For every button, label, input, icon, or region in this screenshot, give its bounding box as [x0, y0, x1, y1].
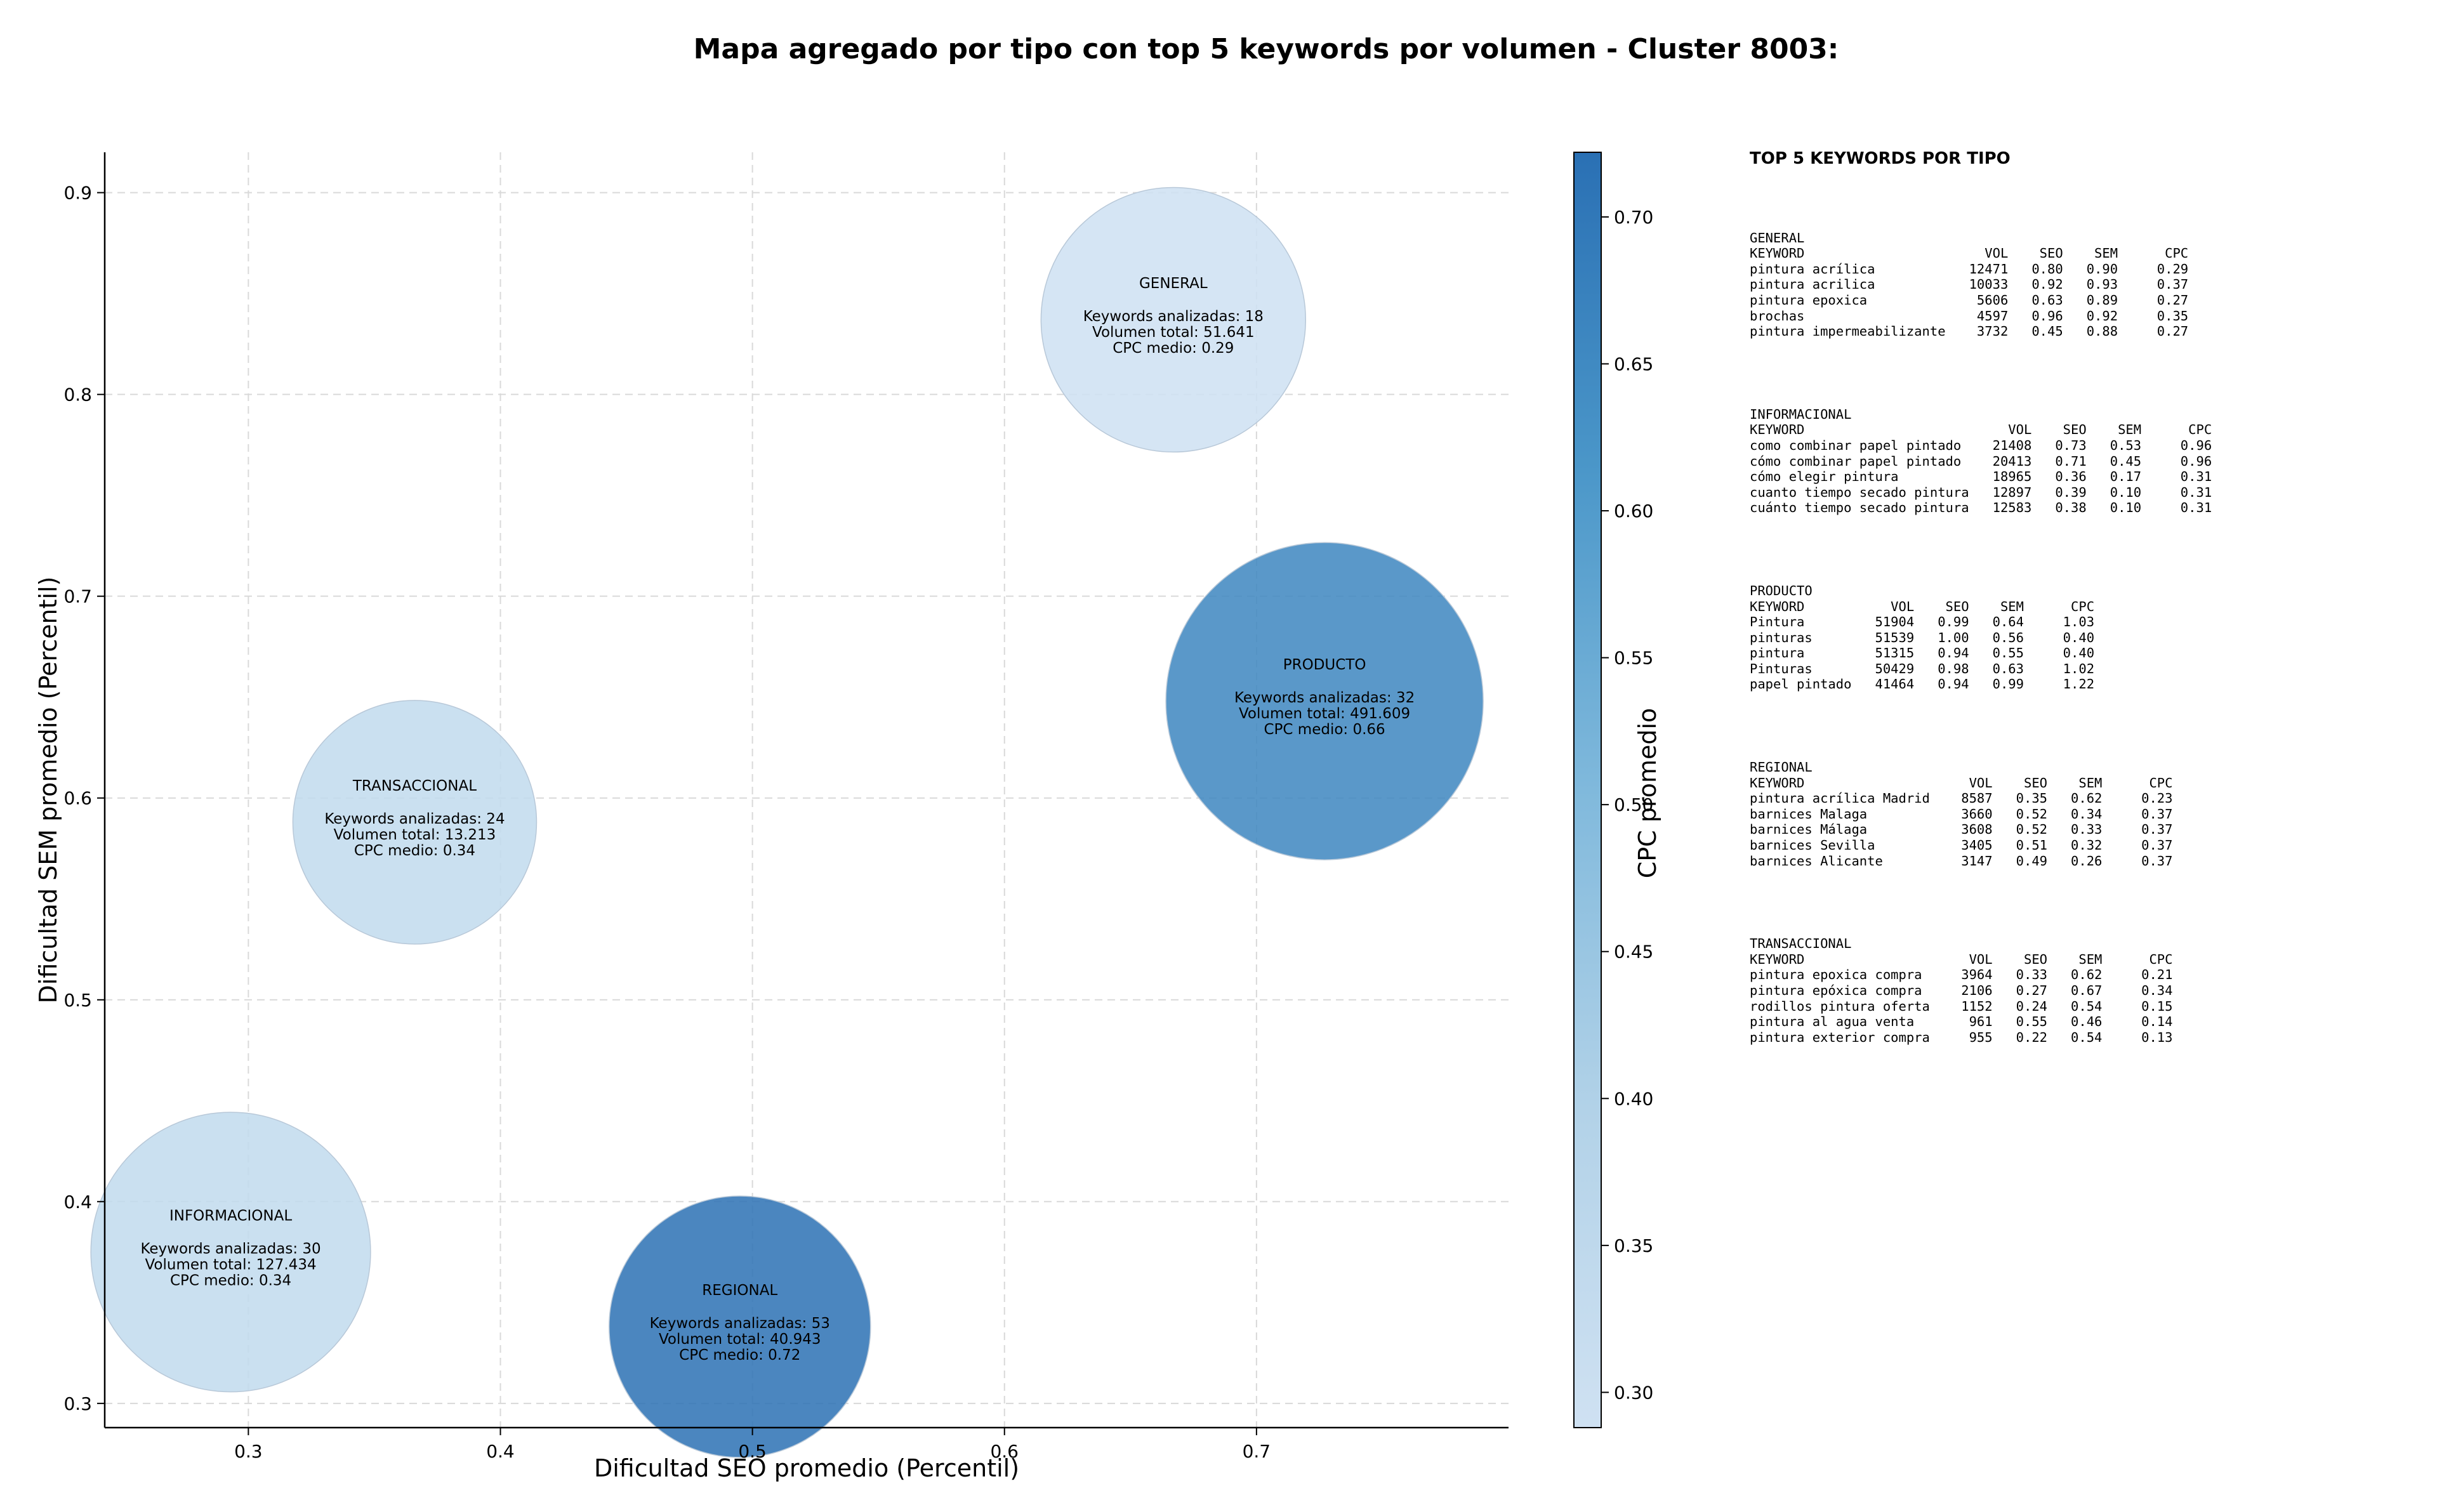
bubble-text-line1: Keywords analizadas: 24: [324, 811, 505, 827]
keyword-row: barnices Alicante 3147 0.49 0.26 0.37: [1750, 853, 2173, 869]
y-tick-label: 0.5: [63, 990, 92, 1011]
colorbar-tick-label: 0.30: [1614, 1382, 1653, 1403]
colorbar-tick-label: 0.45: [1614, 942, 1653, 963]
keyword-block: PRODUCTO KEYWORD VOL SEO SEM CPC Pintura 5…: [1750, 583, 2212, 692]
keyword-row: pintura 51315 0.94 0.55 0.40: [1750, 645, 2095, 661]
bubble-text-label: REGIONAL: [702, 1282, 777, 1299]
colorbar-tick-label: 0.35: [1614, 1235, 1653, 1256]
bubble-transaccional: [292, 700, 538, 945]
x-tick-label: 0.6: [990, 1441, 1019, 1462]
keyword-row: cómo elegir pintura 18965 0.36 0.17 0.31: [1750, 469, 2212, 485]
keyword-block-header: KEYWORD VOL SEO SEM CPC: [1750, 951, 2173, 967]
panel-title: TOP 5 KEYWORDS POR TIPO: [1750, 149, 2011, 168]
bubble-text-line1: Keywords analizadas: 30: [140, 1240, 320, 1257]
keyword-row: pinturas 51539 1.00 0.56 0.40: [1750, 629, 2095, 645]
keyword-row: pintura impermeabilizante 3732 0.45 0.88…: [1750, 324, 2189, 339]
x-tick-label: 0.4: [486, 1441, 515, 1462]
bubble-general: [1040, 187, 1307, 453]
bubble-text-label: TRANSACCIONAL: [352, 778, 477, 794]
keyword-row: cómo combinar papel pintado 20413 0.71 0…: [1750, 453, 2212, 469]
bubble-text-label: PRODUCTO: [1283, 657, 1366, 673]
bubble-text-line2: Volumen total: 491.609: [1239, 706, 1410, 722]
bubble-producto: [1165, 542, 1484, 860]
bubble-text-line3: CPC medio: 0.34: [170, 1272, 291, 1289]
bubble-text-label: INFORMACIONAL: [169, 1207, 292, 1224]
keyword-row: brochas 4597 0.96 0.92 0.35: [1750, 308, 2189, 324]
y-tick-label: 0.6: [63, 788, 92, 809]
keyword-row: pintura al agua venta 961 0.55 0.46 0.14: [1750, 1014, 2173, 1030]
bubble-text-line1: Keywords analizadas: 32: [1234, 690, 1415, 706]
axis-layer: 0.3 0.4 0.5 0.6 0.7 0.3 0.4 0.5 0.6 0.7 0.8 0.9: [63, 152, 1509, 1462]
keyword-row: barnices Malaga 3660 0.52 0.34 0.37: [1750, 806, 2173, 822]
keyword-row: Pintura 51904 0.99 0.64 1.03: [1750, 614, 2095, 630]
keyword-block-title: TRANSACCIONAL: [1750, 936, 1852, 952]
keyword-block-header: KEYWORD VOL SEO SEM CPC: [1750, 246, 2189, 261]
keyword-row: como combinar papel pintado 21408 0.73 0…: [1750, 437, 2212, 453]
colorbar-label: CPC promedio: [1634, 707, 1661, 879]
colorbar-tick-label: 0.65: [1614, 353, 1653, 374]
bubble-text-line2: Volumen total: 13.213: [334, 827, 496, 843]
keyword-row: pintura epoxica compra 3964 0.33 0.62 0.…: [1750, 967, 2173, 983]
keyword-row: papel pintado 41464 0.94 0.99 1.22: [1750, 676, 2095, 692]
keyword-block-header: KEYWORD VOL SEO SEM CPC: [1750, 775, 2173, 791]
bubble-text-label: GENERAL: [1139, 275, 1208, 292]
keyword-block-title: PRODUCTO: [1750, 582, 1813, 598]
keyword-block: TRANSACCIONAL KEYWORD VOL SEO SEM CPC pint…: [1750, 936, 2212, 1045]
keyword-row: pintura epóxica compra 2106 0.27 0.67 0.…: [1750, 983, 2173, 998]
x-axis-label: Dificultad SEO promedio (Percentil): [593, 1454, 1020, 1482]
keyword-block-header: KEYWORD VOL SEO SEM CPC: [1750, 422, 2212, 438]
x-tick-label: 0.3: [234, 1441, 263, 1462]
bubble-text-line1: Keywords analizadas: 18: [1083, 308, 1264, 325]
bubble-text-line3: CPC medio: 0.34: [354, 843, 475, 859]
keyword-row: pintura acrílica 12471 0.80 0.90 0.29: [1750, 261, 2189, 277]
colorbar-tick-label: 0.70: [1614, 207, 1653, 228]
keyword-row: cuanto tiempo secado pintura 12897 0.39 …: [1750, 484, 2212, 500]
bubble-text-line2: Volumen total: 51.641: [1092, 324, 1255, 341]
y-tick-label: 0.9: [63, 183, 92, 204]
x-tick-label: 0.7: [1243, 1441, 1271, 1462]
bubble-text-line2: Volumen total: 127.434: [145, 1256, 316, 1273]
keyword-block-header: KEYWORD VOL SEO SEM CPC: [1750, 598, 2095, 614]
keyword-row: barnices Málaga 3608 0.52 0.33 0.37: [1750, 822, 2173, 838]
keyword-row: pintura epoxica 5606 0.63 0.89 0.27: [1750, 292, 2189, 308]
bubble-text-line3: CPC medio: 0.66: [1264, 721, 1385, 738]
bubble-text-line3: CPC medio: 0.72: [679, 1347, 800, 1364]
y-axis-label: Dificultad SEM promedio (Percentil): [34, 576, 62, 1004]
keyword-block: REGIONAL KEYWORD VOL SEO SEM CPC pintura a…: [1750, 759, 2212, 869]
bubble-text-line1: Keywords analizadas: 53: [650, 1315, 830, 1332]
colorbar: 0.30 0.35 0.40 0.45 0.50 0.55 0.60 0.65 0.70: [1573, 152, 1653, 1428]
keyword-row: Pinturas 50429 0.98 0.63 1.02: [1750, 661, 2095, 676]
chart-title: Mapa agregado por tipo con top 5 keyword…: [693, 33, 1839, 65]
x-tick-label: 0.5: [738, 1441, 767, 1462]
keyword-block: GENERAL KEYWORD VOL SEO SEM CPC pintura ac…: [1750, 230, 2212, 339]
colorbar-tick-label: 0.55: [1614, 648, 1653, 669]
keyword-row: pintura exterior compra 955 0.22 0.54 0.…: [1750, 1029, 2173, 1045]
colorbar-tick-label: 0.60: [1614, 501, 1653, 522]
keyword-block-title: INFORMACIONAL: [1750, 406, 1852, 422]
colorbar-tick-label: 0.50: [1614, 794, 1653, 815]
keyword-row: rodillos pintura oferta 1152 0.24 0.54 0…: [1750, 998, 2173, 1014]
keyword-block-title: GENERAL: [1750, 230, 1805, 246]
y-tick-label: 0.4: [63, 1192, 92, 1213]
colorbar-gradient: [1573, 152, 1602, 1428]
colorbar-tick-label: 0.40: [1614, 1088, 1653, 1109]
bubble-text-line2: Volumen total: 40.943: [659, 1331, 821, 1348]
y-tick-label: 0.8: [63, 385, 92, 405]
panel-blocks: GENERAL KEYWORD VOL SEO SEM CPC pintura ac…: [1750, 230, 2212, 1046]
keyword-block-title: REGIONAL: [1750, 759, 1813, 775]
keyword-row: barnices Sevilla 3405 0.51 0.32 0.37: [1750, 838, 2173, 853]
bubble-informacional: [90, 1112, 371, 1393]
keyword-row: pintura acrilica 10033 0.92 0.93 0.37: [1750, 277, 2189, 293]
y-tick-label: 0.3: [63, 1393, 92, 1414]
keyword-block: INFORMACIONAL KEYWORD VOL SEO SEM CPC como…: [1750, 407, 2212, 516]
keyword-row: pintura acrílica Madrid 8587 0.35 0.62 0…: [1750, 791, 2173, 806]
keyword-row: cuánto tiempo secado pintura 12583 0.38 …: [1750, 500, 2212, 516]
bubble-text-line3: CPC medio: 0.29: [1113, 340, 1234, 357]
keywords-panel: TOP 5 KEYWORDS POR TIPO GENERAL KEYWORD V…: [1750, 149, 2212, 1112]
bubble-regional: [609, 1195, 871, 1458]
y-tick-label: 0.7: [63, 586, 92, 607]
